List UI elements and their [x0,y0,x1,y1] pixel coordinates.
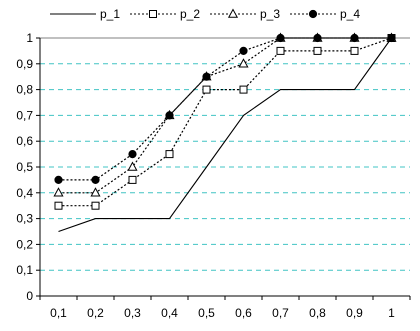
series-line [58,37,392,181]
data-point [239,85,248,94]
data-point [387,33,396,43]
gridlines [40,37,410,271]
y-tick-label: 0,7 [16,108,33,122]
x-tick-label: 0,9 [346,306,363,320]
legend-marker [227,8,239,18]
legend-label: p_2 [180,7,200,21]
legend-marker [308,9,318,19]
data-point [276,46,285,55]
legend-item: p_4 [290,7,360,21]
x-tick-label: 1 [388,306,395,320]
data-point [90,187,101,197]
data-point [313,46,322,55]
legend-item: p_2 [130,7,200,21]
x-tick-label: 0,5 [198,306,215,320]
x-tick-label: 0,6 [235,306,252,320]
data-point [91,175,100,184]
legend-label: p_4 [340,7,360,21]
series-group [53,32,397,233]
data-point [238,58,249,68]
legend: p_1 p_2 p_3 p_4 [50,7,360,21]
y-tick-label: 0,1 [16,263,33,277]
data-point [53,187,64,197]
data-point [202,72,211,81]
data-point [165,150,174,159]
series-p-1 [58,37,392,233]
data-point [350,33,359,43]
axes [36,37,411,300]
x-tick-label: 0,7 [272,306,289,320]
series-line [58,37,392,233]
data-point [276,33,285,43]
y-tick-label: 0,2 [16,237,33,251]
legend-item: p_3 [210,7,280,21]
tick-labels: 0 0,1 0,2 0,3 0,4 0,5 0,6 0,7 0,8 0,9 1 0,1 0,2 0,3 0,… [16,31,395,320]
data-point [54,201,63,210]
data-point [128,175,137,184]
y-tick-label: 0,9 [16,57,33,71]
x-tick-label: 0,2 [87,306,104,320]
data-point [165,111,174,120]
legend-label: p_1 [100,7,120,21]
data-point [127,161,138,171]
data-point [350,46,359,55]
y-tick-label: 0,4 [16,186,33,200]
series-p-2 [54,34,396,210]
series-line [58,37,392,207]
x-tick-label: 0,1 [50,306,67,320]
legend-label: p_3 [260,7,280,21]
legend-item: p_1 [50,7,120,21]
y-tick-label: 0,8 [16,83,33,97]
x-tick-label: 0,3 [124,306,141,320]
data-point [128,150,137,159]
data-point [202,85,211,94]
series-p-3 [53,32,397,197]
y-tick-label: 1 [26,31,33,45]
x-tick-label: 0,8 [309,306,326,320]
data-point [239,46,248,56]
legend-marker [149,10,157,18]
y-tick-label: 0 [26,289,33,303]
y-tick-label: 0,6 [16,134,33,148]
y-tick-label: 0,3 [16,212,33,226]
data-point [91,201,100,210]
data-point [313,33,322,43]
data-point [54,175,63,184]
x-tick-label: 0,4 [161,306,178,320]
series-p-4 [54,33,396,184]
y-tick-label: 0,5 [16,160,33,174]
